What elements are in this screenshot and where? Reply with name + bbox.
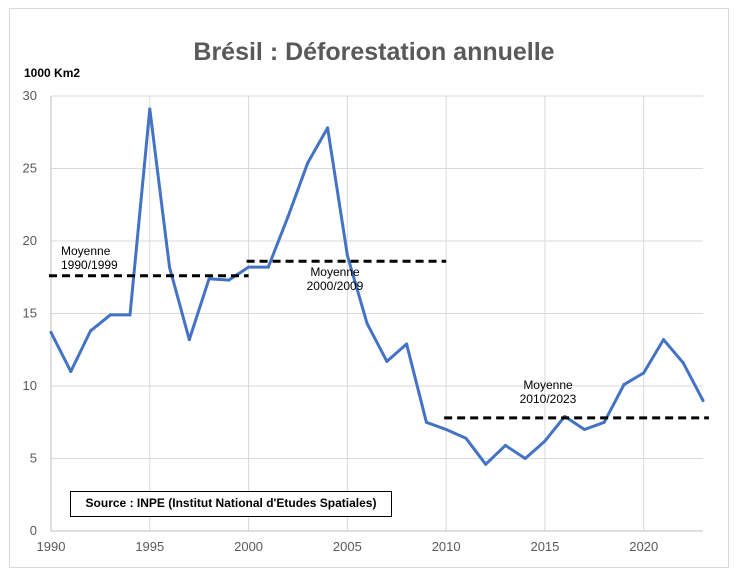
y-tick-label-30: 30 bbox=[23, 88, 37, 103]
data-point-2017 bbox=[582, 428, 586, 431]
data-point-2005 bbox=[345, 254, 349, 257]
y-axis-label: 1000 Km2 bbox=[24, 66, 80, 80]
average-label-2-line-0: Moyenne bbox=[523, 378, 573, 392]
data-point-2023 bbox=[701, 399, 705, 402]
source-note: Source : INPE (Institut National d'Etude… bbox=[70, 491, 392, 517]
data-point-2001 bbox=[266, 265, 270, 269]
data-point-2015 bbox=[543, 439, 547, 443]
y-tick-label-10: 10 bbox=[23, 378, 37, 393]
data-point-1993 bbox=[108, 313, 112, 317]
data-point-1998 bbox=[207, 277, 211, 281]
data-point-2004 bbox=[326, 126, 330, 130]
data-point-2020 bbox=[642, 371, 646, 375]
y-tick-label-0: 0 bbox=[30, 523, 37, 538]
data-point-2002 bbox=[286, 214, 290, 218]
series-line-0 bbox=[49, 107, 705, 466]
x-tick-label-1995: 1995 bbox=[135, 539, 164, 554]
data-point-2008 bbox=[405, 342, 409, 346]
grid bbox=[50, 95, 703, 532]
data-point-2012 bbox=[484, 462, 488, 466]
data-point-2003 bbox=[306, 161, 310, 165]
data-point-2022 bbox=[681, 361, 685, 365]
x-tick-label-2005: 2005 bbox=[333, 539, 362, 554]
data-point-2000 bbox=[247, 265, 251, 269]
average-label-2-line-1: 2010/2023 bbox=[520, 392, 577, 406]
data-point-2014 bbox=[523, 457, 527, 460]
data-point-2013 bbox=[503, 443, 507, 447]
x-tick-label-2010: 2010 bbox=[432, 539, 461, 554]
data-point-1991 bbox=[69, 370, 73, 373]
y-tick-labels: 0 5 10 15 20 25 30 bbox=[23, 88, 37, 538]
average-lines bbox=[49, 259, 709, 420]
average-label-1-line-1: 2000/2009 bbox=[307, 279, 364, 293]
chart-title: Brésil : Déforestation annuelle bbox=[193, 38, 554, 66]
y-tick-label-25: 25 bbox=[23, 161, 37, 176]
data-point-2019 bbox=[622, 383, 626, 387]
average-label-1-line-0: Moyenne bbox=[310, 265, 360, 279]
chart-frame: Brésil : Déforestation annuelle 1000 Km2… bbox=[9, 8, 729, 568]
x-tick-label-2020: 2020 bbox=[629, 539, 658, 554]
y-tick-label-20: 20 bbox=[23, 233, 37, 248]
x-tick-label-1990: 1990 bbox=[37, 539, 66, 554]
x-tick-label-2015: 2015 bbox=[530, 539, 559, 554]
data-point-1997 bbox=[187, 338, 191, 342]
x-tick-label-2000: 2000 bbox=[234, 539, 263, 554]
data-point-1999 bbox=[227, 278, 231, 282]
data-point-2009 bbox=[424, 420, 428, 424]
data-point-1995 bbox=[148, 107, 152, 111]
data-point-2006 bbox=[365, 322, 369, 326]
average-label-0-line-1: 1990/1999 bbox=[61, 258, 118, 272]
data-point-1996 bbox=[168, 265, 172, 269]
x-tick-labels: 1990 1995 2000 2005 2010 2015 2020 bbox=[37, 539, 659, 554]
data-point-2018 bbox=[602, 420, 606, 424]
average-label-0-line-0: Moyenne bbox=[61, 244, 111, 258]
data-point-2007 bbox=[385, 359, 389, 363]
data-point-1994 bbox=[128, 313, 132, 317]
series-layer bbox=[49, 107, 705, 466]
y-tick-label-15: 15 bbox=[23, 306, 37, 321]
data-point-1992 bbox=[89, 329, 93, 333]
chart-svg: Brésil : Déforestation annuelle 1000 Km2… bbox=[23, 38, 709, 554]
y-tick-label-5: 5 bbox=[30, 451, 37, 466]
data-point-2021 bbox=[661, 338, 665, 342]
data-point-2010 bbox=[444, 428, 448, 431]
data-point-1990 bbox=[49, 330, 53, 334]
data-point-2011 bbox=[464, 436, 468, 440]
